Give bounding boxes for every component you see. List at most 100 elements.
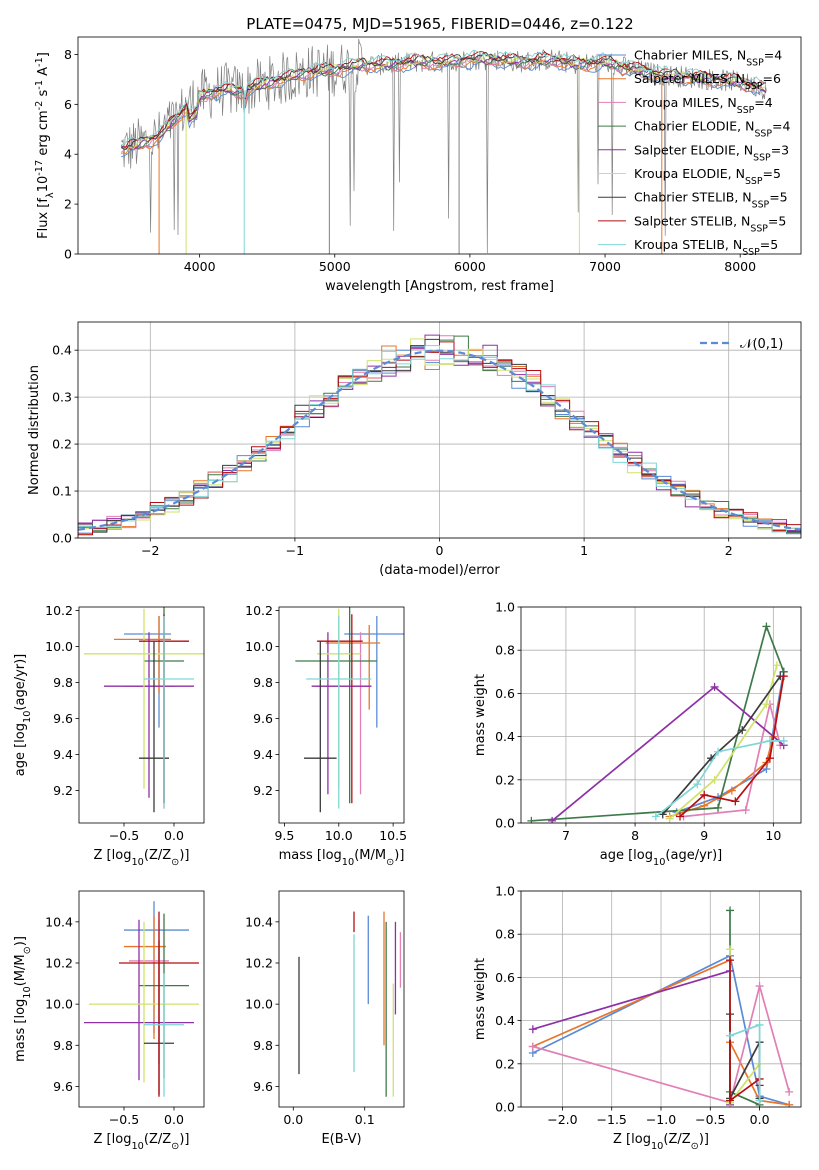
y-tick-label: 9.8 bbox=[53, 1038, 73, 1053]
series-marker bbox=[726, 1031, 735, 1040]
y-tick-label: 9.8 bbox=[253, 1038, 273, 1053]
errorbar-kroupa_miles bbox=[129, 919, 169, 1064]
axes-age_vs_mass: 9.5 10.0 10.5 9.2 9.4 9.6 9.8 10.0 10.2 mass [log… bbox=[245, 603, 407, 867]
model-spectrum-kroupa_elodie bbox=[121, 53, 766, 150]
series-marker bbox=[651, 812, 660, 821]
series-kroupa_stelib bbox=[726, 1020, 764, 1105]
errorbar-salpeter_miles bbox=[325, 625, 381, 710]
series-marker bbox=[779, 672, 788, 681]
frame: −2.0 −1.5 −1.0 −0.5 0.0 0.0 0.2 0.4 0.6 0.8 1.0 Z [… bbox=[473, 884, 802, 1152]
series-marker bbox=[710, 682, 719, 691]
y-tick-label: 0.1 bbox=[52, 484, 72, 499]
frame: −2 −1 0 1 2 0.0 0.1 0.2 0.3 0.4 (data-model)/error… bbox=[27, 321, 802, 578]
legend-label-chabrier_elodie: Chabrier ELODIE, NSSP=4 bbox=[634, 119, 790, 140]
plot-area bbox=[84, 901, 199, 1097]
x-tick-label: −1 bbox=[286, 543, 304, 558]
series-marker bbox=[700, 790, 709, 799]
series-marker bbox=[665, 814, 674, 823]
series-marker bbox=[528, 1025, 537, 1034]
y-tick-label: 10.0 bbox=[245, 639, 273, 654]
series-marker bbox=[726, 956, 735, 965]
series-marker bbox=[726, 1096, 735, 1105]
series-marker bbox=[755, 1096, 764, 1105]
x-tick-label: 8000 bbox=[724, 259, 756, 274]
frame: 0.0 0.1 9.6 9.8 10.0 10.2 10.4 E(B-V) bbox=[245, 890, 405, 1147]
axes-massweight_vs_Z: −2.0 −1.5 −1.0 −0.5 0.0 0.0 0.2 0.4 0.6 0.8 1.0 Z [… bbox=[473, 884, 802, 1152]
plot-area bbox=[527, 622, 788, 823]
y-axis-label: Normed distribution bbox=[27, 365, 42, 495]
frame: 9.5 10.0 10.5 9.2 9.4 9.6 9.8 10.0 10.2 mass [log… bbox=[245, 603, 407, 867]
y-tick-label: 0.6 bbox=[495, 970, 515, 985]
y-tick-label: 0.4 bbox=[495, 729, 515, 744]
series-kroupa_stelib bbox=[651, 736, 788, 821]
series-line bbox=[669, 665, 778, 820]
y-tick-label: 0.0 bbox=[495, 1100, 515, 1115]
axes-mass_vs_EBV: 0.0 0.1 9.6 9.8 10.0 10.2 10.4 E(B-V) bbox=[245, 890, 405, 1147]
y-tick-label: 9.2 bbox=[53, 783, 73, 798]
y-tick-label: 0.8 bbox=[495, 927, 515, 942]
normal-curve bbox=[78, 349, 801, 531]
x-tick-label: 10 bbox=[765, 828, 781, 843]
plot-area bbox=[295, 607, 404, 813]
axes-frame bbox=[77, 36, 802, 255]
x-tick-label: −1.0 bbox=[646, 1112, 676, 1127]
y-tick-label: 0.4 bbox=[52, 343, 72, 358]
errorbar-salpeter_miles bbox=[114, 616, 171, 694]
y-tick-label: 0.8 bbox=[495, 643, 515, 658]
y-axis-label: Flux [fλ10-17 erg cm-2 s-1 A-1] bbox=[34, 52, 56, 239]
y-tick-label: 10.0 bbox=[45, 997, 73, 1012]
x-tick-label: 0.0 bbox=[164, 828, 184, 843]
y-tick-label: 8 bbox=[64, 47, 72, 62]
model-spectrum-kroupa_stelib bbox=[121, 49, 767, 146]
series-marker bbox=[693, 780, 702, 789]
y-tick-label: 0.3 bbox=[52, 390, 72, 405]
x-tick-label: 0.0 bbox=[283, 1112, 303, 1127]
y-tick-label: 0.2 bbox=[52, 437, 72, 452]
y-axis-label: mass [log10(M/M⊙)] bbox=[13, 936, 33, 1062]
series-line bbox=[662, 675, 781, 815]
frame: 7 8 9 10 0.0 0.2 0.4 0.6 0.8 1.0 age [log10(age/yr… bbox=[473, 600, 802, 868]
plot-area bbox=[78, 334, 801, 538]
x-tick-label: 7 bbox=[562, 828, 570, 843]
axes-frame bbox=[520, 890, 802, 1108]
series-marker bbox=[714, 803, 723, 812]
y-tick-label: 0.4 bbox=[495, 1013, 515, 1028]
series-kroupa_elodie bbox=[665, 661, 781, 823]
errorbar-salpeter_stelib bbox=[317, 614, 363, 804]
x-tick-label: 5000 bbox=[319, 259, 351, 274]
y-tick-label: 9.6 bbox=[253, 711, 273, 726]
errorbar-kroupa_elodie bbox=[84, 608, 204, 789]
y-tick-label: 6 bbox=[64, 97, 72, 112]
series-marker bbox=[772, 661, 781, 670]
y-tick-label: 9.4 bbox=[253, 747, 273, 762]
errorbar-chabrier_miles bbox=[124, 901, 189, 1033]
axes-spectrum: 4000 5000 6000 7000 8000 0 2 4 6 8 wavelength [Ang… bbox=[34, 36, 802, 294]
histogram-kroupa_stelib bbox=[78, 345, 801, 533]
series-line bbox=[531, 623, 785, 822]
x-tick-label: 0.0 bbox=[750, 1112, 770, 1127]
errorbar-kroupa_stelib bbox=[144, 616, 194, 809]
series-marker bbox=[765, 736, 774, 745]
errorbar-kroupa_elodie bbox=[89, 921, 199, 1083]
x-tick-label: 8 bbox=[631, 828, 639, 843]
series-salpeter_elodie bbox=[528, 966, 735, 1107]
series-marker bbox=[785, 1100, 794, 1107]
errorbar-salpeter_elodie bbox=[311, 632, 372, 795]
y-tick-label: 2 bbox=[64, 197, 72, 212]
x-tick-label: 10.0 bbox=[325, 828, 353, 843]
errorbar-kroupa_stelib bbox=[144, 973, 184, 1097]
series-line bbox=[532, 954, 790, 1106]
x-tick-label: −2 bbox=[141, 543, 159, 558]
plot-area bbox=[84, 607, 204, 813]
y-tick-label: 10.4 bbox=[245, 914, 273, 929]
errorbar-salpeter_stelib bbox=[119, 911, 199, 1097]
x-tick-label: 1 bbox=[580, 543, 588, 558]
x-axis-label: Z [log10(Z/Z⊙)] bbox=[613, 1132, 709, 1152]
y-tick-label: 0.2 bbox=[495, 772, 515, 787]
series-marker bbox=[741, 806, 750, 815]
y-axis-label: mass weight bbox=[473, 674, 488, 756]
axes-frame bbox=[520, 606, 802, 824]
series-line bbox=[532, 982, 791, 1104]
series-marker bbox=[738, 726, 747, 735]
